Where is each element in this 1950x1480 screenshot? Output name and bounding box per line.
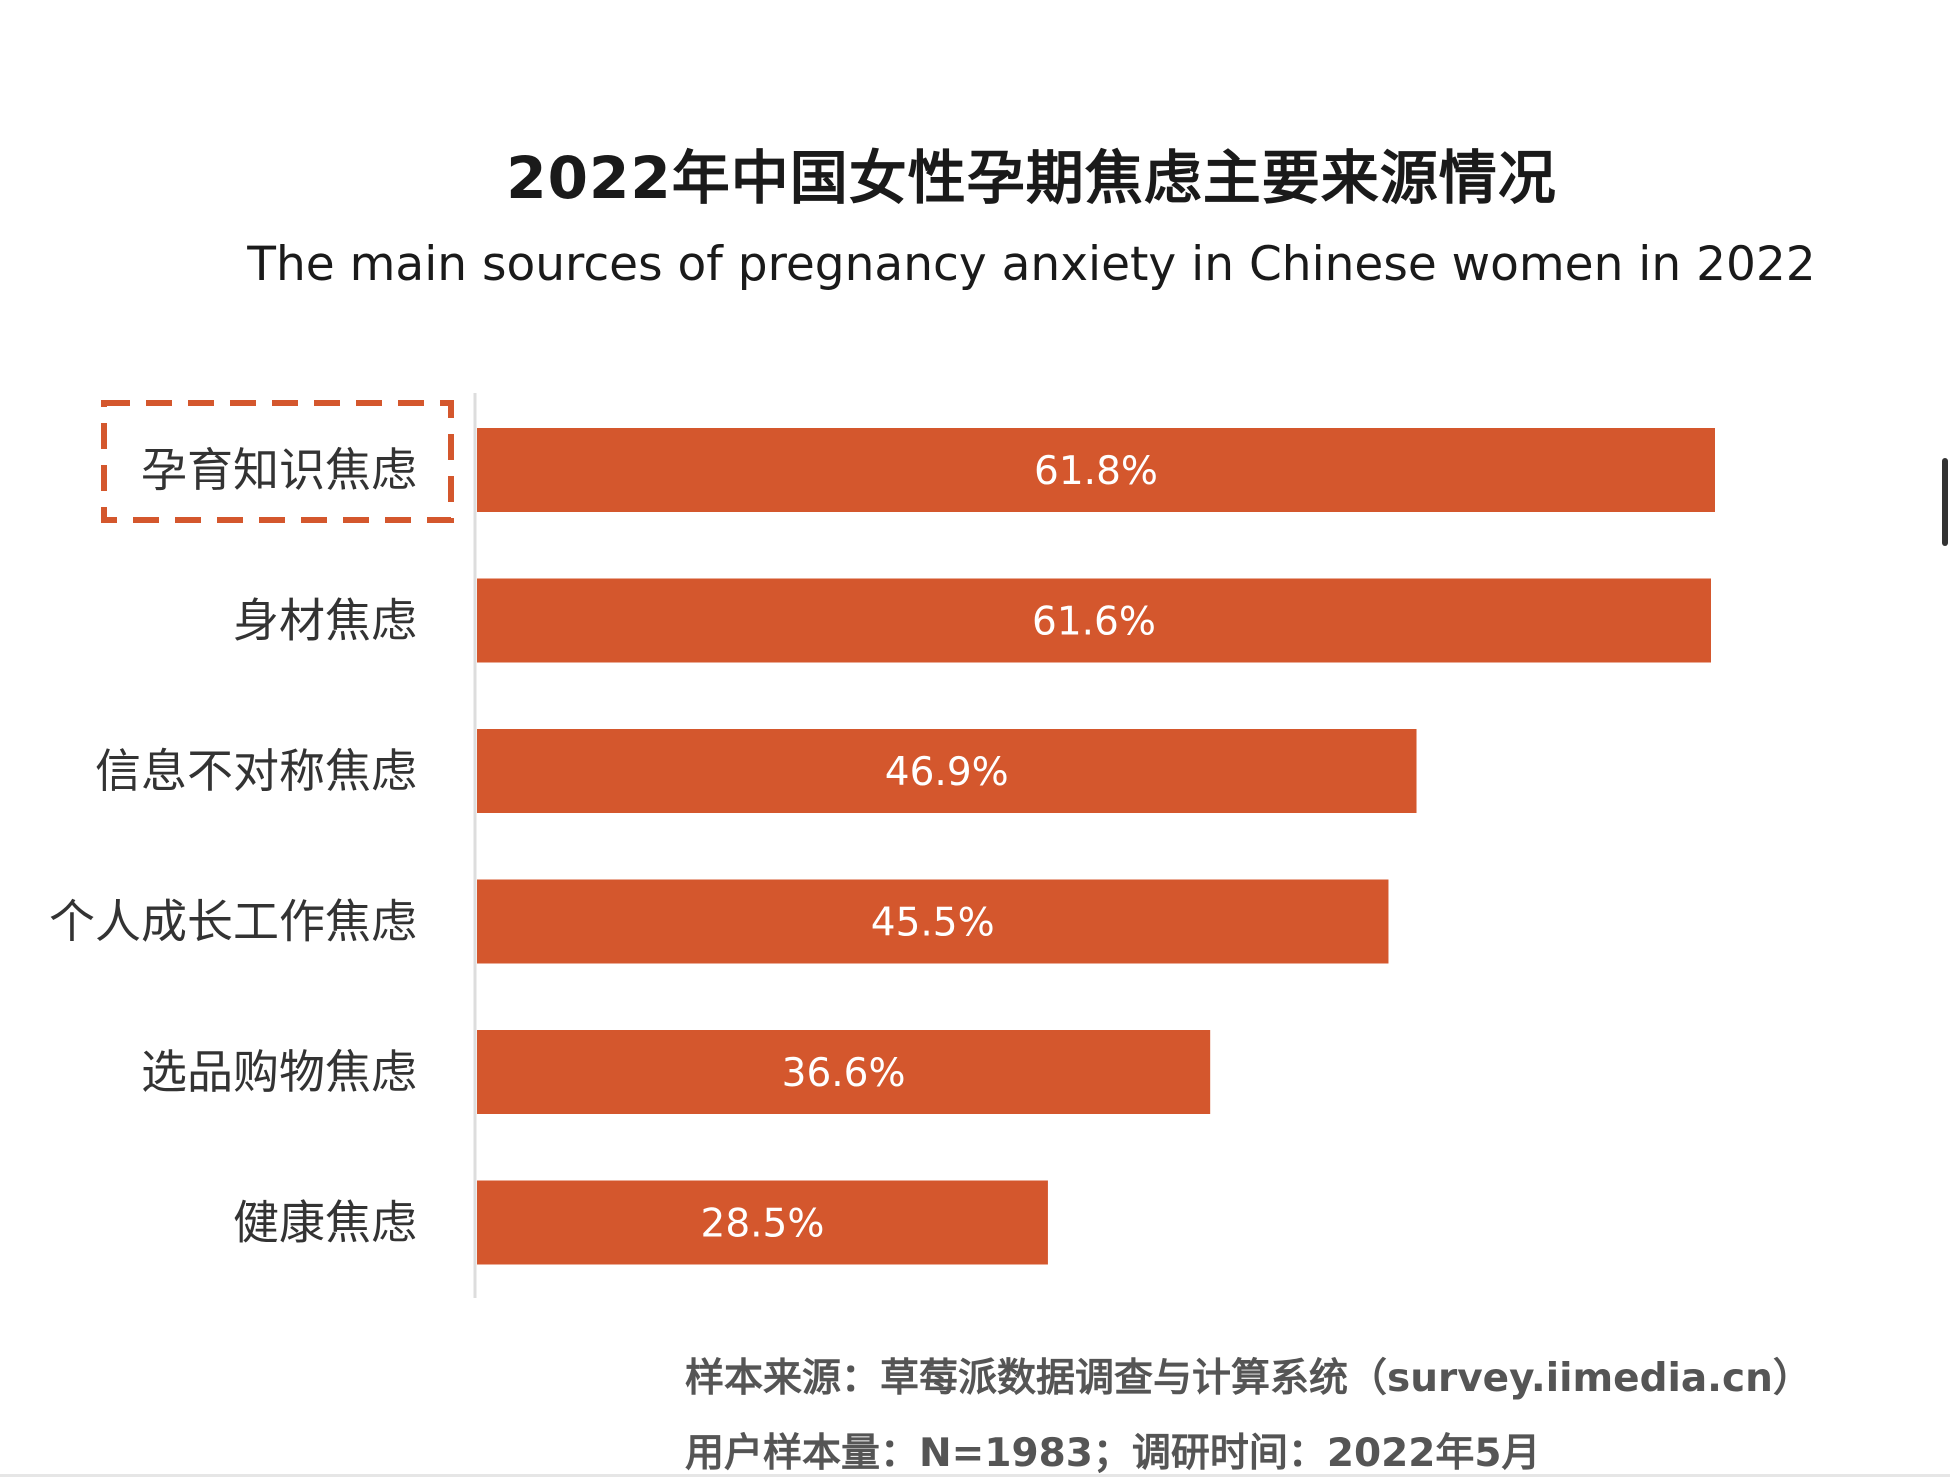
bar-value-label: 36.6%	[782, 1051, 906, 1096]
bar-value-label: 28.5%	[701, 1202, 825, 1247]
bar-chart: 61.8% 孕育知识焦虑 61.6% 身材焦虑 46.9% 信息不对称焦虑 45.5% 个人成…	[49, 393, 1715, 1298]
category-label: 选品购物焦虑	[141, 1045, 417, 1099]
highlight-box	[101, 400, 454, 523]
bar-value-label: 61.6%	[1032, 600, 1156, 645]
bar-value-label: 46.9%	[885, 750, 1009, 795]
category-label: 身材焦虑	[233, 594, 417, 648]
divider	[0, 1474, 1950, 1477]
chart-subtitle: The main sources of pregnancy anxiety in…	[247, 237, 1816, 292]
bar	[477, 1180, 1048, 1265]
bar-value-label: 45.5%	[871, 901, 995, 946]
bar-value-label: 61.8%	[1034, 449, 1158, 494]
chart-title: 2022年中国女性孕期焦虑主要来源情况	[506, 144, 1557, 212]
bar	[477, 578, 1711, 663]
category-label: 健康焦虑	[233, 1196, 417, 1250]
category-label: 孕育知识焦虑	[141, 443, 417, 497]
bar	[477, 1030, 1211, 1114]
category-label: 个人成长工作焦虑	[49, 895, 417, 949]
category-label: 信息不对称焦虑	[95, 744, 417, 798]
bar	[477, 879, 1389, 964]
source-note: 样本来源：草莓派数据调查与计算系统（survey.iimedia.cn）	[685, 1356, 1812, 1401]
bar	[477, 729, 1417, 813]
scrollbar[interactable]	[1942, 458, 1948, 546]
sample-note: 用户样本量：N=1983；调研时间：2022年5月	[685, 1431, 1541, 1476]
bar	[477, 428, 1715, 512]
